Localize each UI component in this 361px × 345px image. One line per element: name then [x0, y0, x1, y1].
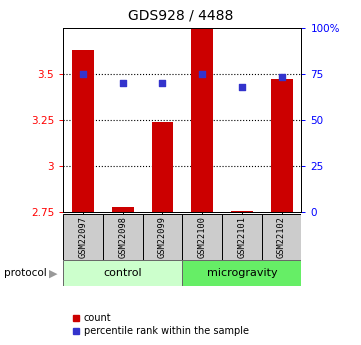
Text: GSM22100: GSM22100	[198, 216, 206, 258]
Bar	[222, 214, 262, 260]
Point	[80, 71, 86, 77]
Text: protocol: protocol	[4, 268, 46, 278]
Bar	[182, 260, 301, 286]
Legend: count, percentile rank within the sample: count, percentile rank within the sample	[68, 309, 252, 340]
Point	[120, 80, 126, 86]
Bar	[231, 211, 253, 212]
Text: ▶: ▶	[49, 268, 58, 278]
Bar	[103, 214, 143, 260]
Text: control: control	[104, 268, 142, 278]
Text: GSM22098: GSM22098	[118, 216, 127, 258]
Bar	[152, 122, 173, 212]
Point	[199, 71, 205, 77]
Bar	[191, 28, 213, 212]
Point	[239, 84, 245, 89]
Bar	[63, 260, 182, 286]
Bar	[271, 79, 292, 212]
Text: GSM22099: GSM22099	[158, 216, 167, 258]
Text: microgravity: microgravity	[206, 268, 277, 278]
Point	[279, 75, 284, 80]
Bar	[63, 214, 103, 260]
Bar	[112, 207, 134, 212]
Text: GSM22102: GSM22102	[277, 216, 286, 258]
Point	[160, 80, 165, 86]
Bar	[262, 214, 301, 260]
Bar	[72, 50, 94, 212]
Bar	[143, 214, 182, 260]
Text: GSM22097: GSM22097	[79, 216, 87, 258]
Text: GSM22101: GSM22101	[238, 216, 246, 258]
Bar	[182, 214, 222, 260]
Text: GDS928 / 4488: GDS928 / 4488	[128, 9, 233, 23]
